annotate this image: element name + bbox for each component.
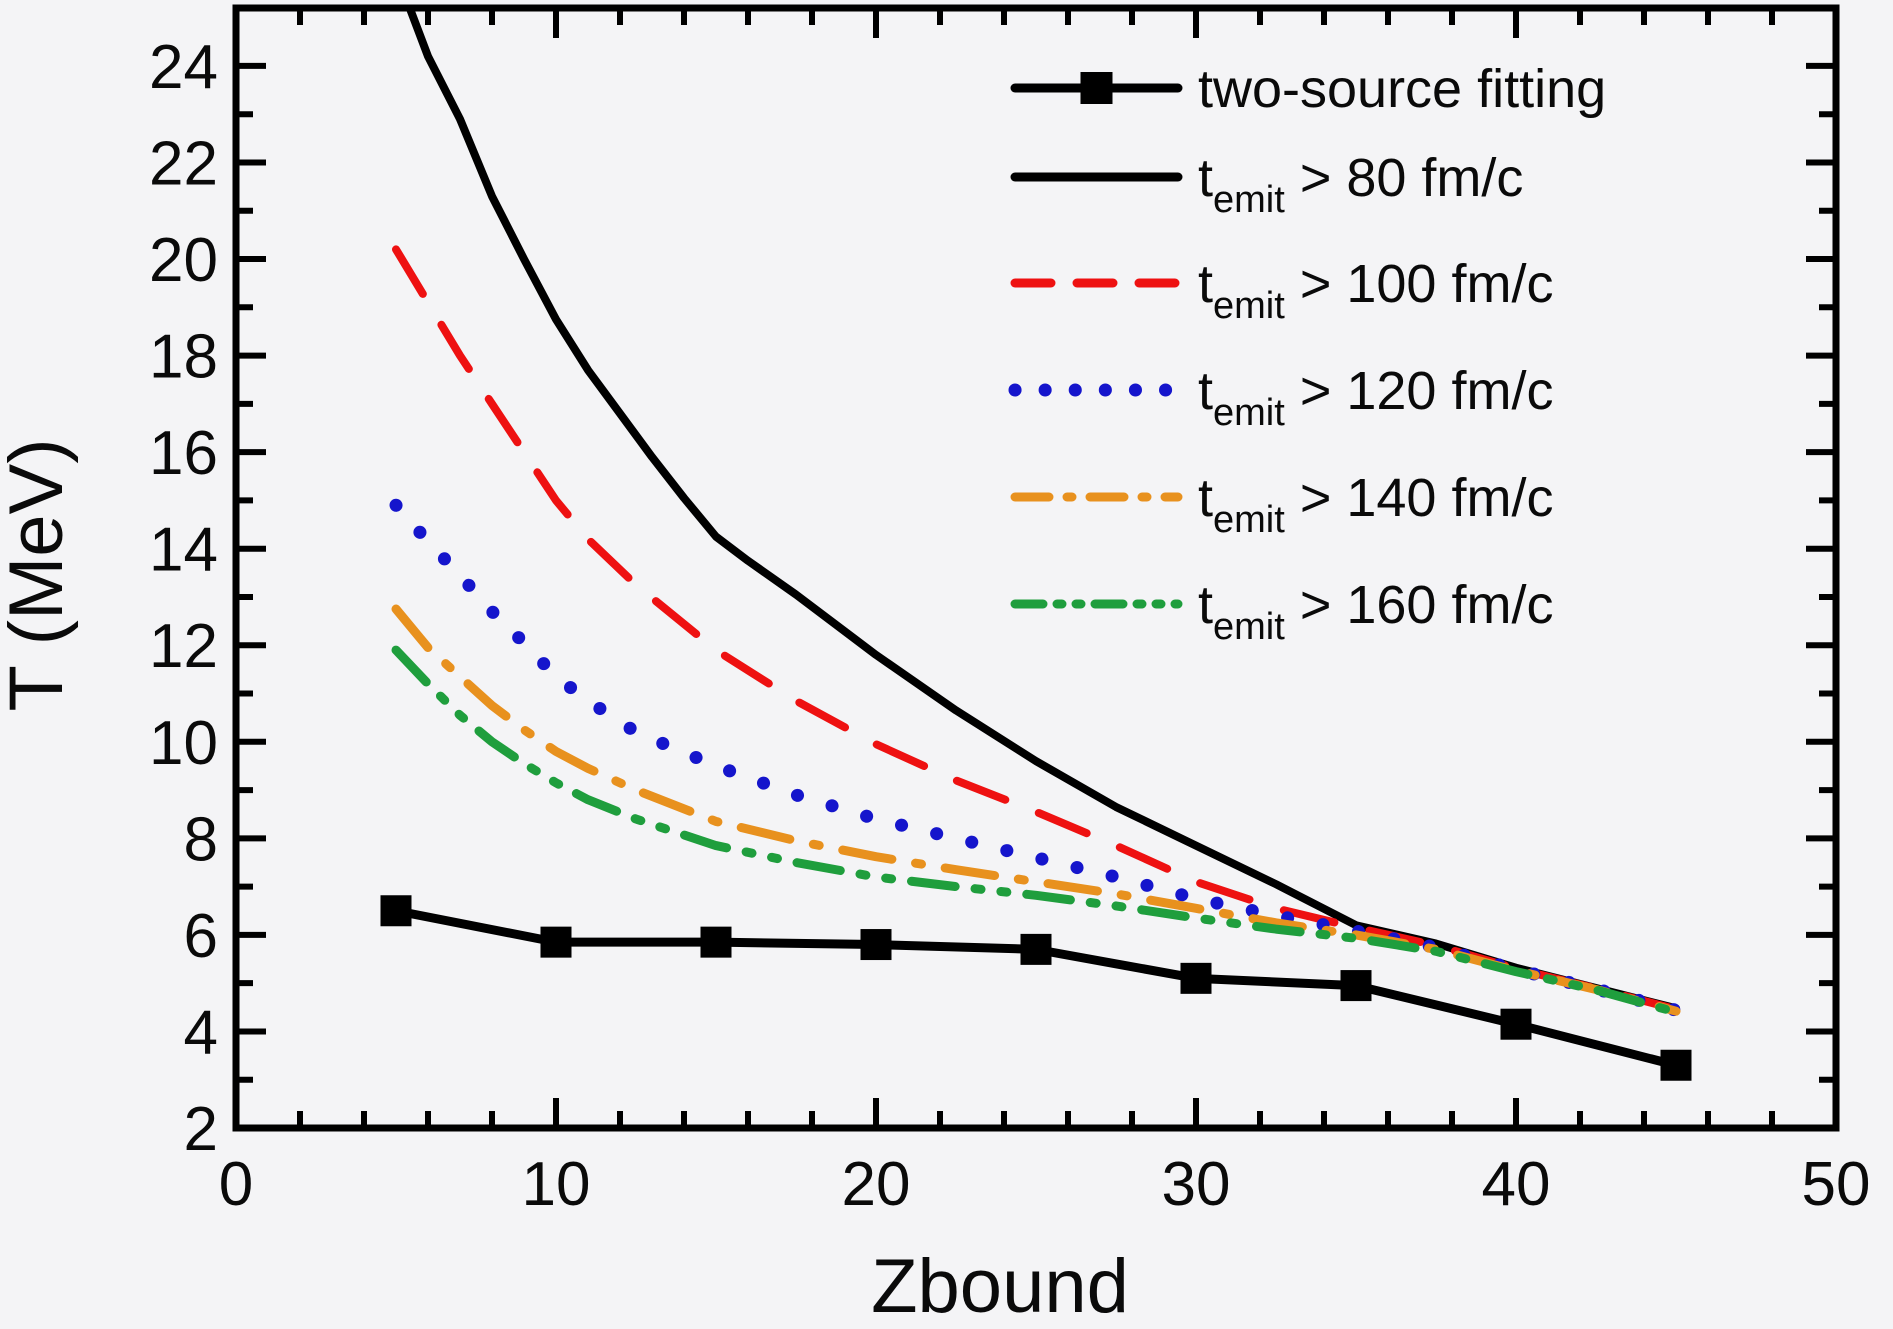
legend-label: temit > 140 fm/c — [1198, 468, 1553, 541]
x-tick-label: 0 — [219, 1150, 253, 1219]
y-tick-label: 16 — [149, 419, 218, 488]
series-two-source-fitting — [380, 895, 1692, 1081]
data-point-marker — [540, 926, 572, 958]
x-tick-label: 40 — [1482, 1150, 1551, 1219]
y-tick-label: 24 — [149, 33, 218, 102]
legend-item: two-source fitting — [1010, 59, 1606, 119]
legend-label: two-source fitting — [1198, 59, 1606, 119]
x-tick-label: 10 — [522, 1150, 591, 1219]
y-tick-label: 2 — [184, 1095, 218, 1164]
plot-frame — [232, 4, 1840, 1132]
y-tick-label: 8 — [184, 805, 218, 874]
data-point-marker — [1020, 933, 1052, 965]
data-point-marker — [380, 895, 412, 927]
legend-sample-marker — [1080, 72, 1113, 104]
legend-item: temit > 100 fm/c — [1010, 254, 1553, 327]
series-temit-100 — [392, 245, 1680, 1014]
series-line — [391, 645, 1681, 1017]
x-axis-title: Zbound — [871, 1244, 1129, 1329]
series-line — [392, 245, 1680, 1014]
legend-label: temit > 160 fm/c — [1198, 575, 1553, 648]
y-tick-label: 10 — [149, 709, 218, 778]
data-point-marker — [1500, 1008, 1532, 1040]
data-point-marker — [1660, 1049, 1692, 1081]
data-point-marker — [860, 929, 892, 961]
legend-item: temit > 160 fm/c — [1010, 575, 1553, 648]
y-tick-label: 6 — [184, 902, 218, 971]
y-tick-label: 14 — [149, 516, 218, 585]
x-tick-labels: 0 10 20 30 40 50 — [219, 1150, 1871, 1219]
y-axis-title: T (MeV) — [0, 438, 79, 711]
data-point-marker — [700, 926, 732, 958]
data-point-marker — [1340, 970, 1372, 1002]
x-tick-label: 20 — [842, 1150, 911, 1219]
series-group — [380, 8, 1692, 1081]
legend-label: temit > 100 fm/c — [1198, 254, 1553, 327]
legend-label: temit > 80 fm/c — [1198, 148, 1523, 221]
legend-item: temit > 120 fm/c — [1008, 361, 1553, 434]
x-tick-label: 30 — [1162, 1150, 1231, 1219]
legend-label: temit > 120 fm/c — [1198, 361, 1553, 434]
y-tick-label: 4 — [184, 998, 218, 1067]
y-tick-label: 18 — [149, 323, 218, 392]
series-temit-160 — [391, 645, 1681, 1017]
y-tick-label: 20 — [149, 226, 218, 295]
data-point-marker — [1180, 962, 1212, 994]
legend: two-source fitting temit > 80 fm/c temit >… — [1008, 59, 1606, 648]
x-tick-label: 50 — [1802, 1150, 1871, 1219]
y-tick-label: 12 — [149, 612, 218, 681]
legend-item: temit > 80 fm/c — [1010, 148, 1523, 221]
y-tick-label: 22 — [149, 129, 218, 198]
legend-item: temit > 140 fm/c — [1010, 468, 1553, 541]
